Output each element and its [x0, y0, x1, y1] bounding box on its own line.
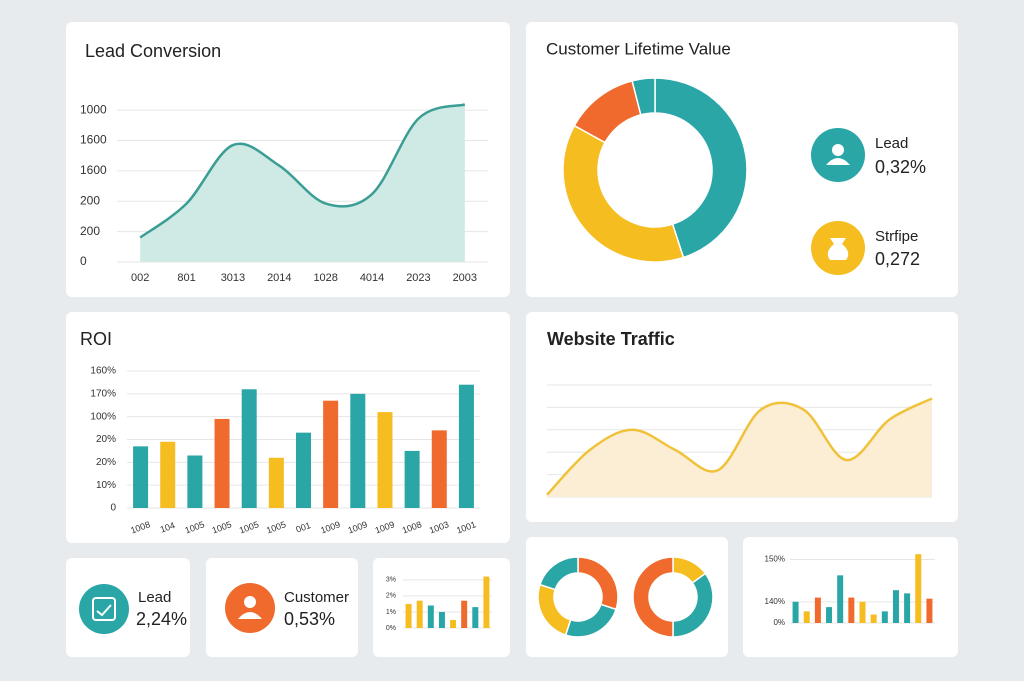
x-tick-label: 104 — [159, 520, 177, 535]
y-tick-label: 170% — [90, 388, 116, 399]
x-tick-label: 801 — [177, 272, 195, 284]
bar — [427, 605, 434, 628]
bar — [881, 611, 888, 623]
kpi-value: 0,272 — [875, 249, 920, 269]
chart-title: Lead Conversion — [85, 41, 221, 61]
x-tick-label: 4014 — [360, 272, 384, 284]
donut-slice — [654, 77, 748, 259]
bar — [848, 597, 855, 623]
y-tick-label: 0% — [386, 625, 396, 632]
x-tick-label: 2003 — [453, 272, 477, 284]
icon-glyph — [832, 144, 844, 156]
kpi-label: Strfipe — [875, 228, 918, 245]
y-tick-label: 1000 — [80, 102, 107, 116]
y-tick-label: 150% — [765, 555, 785, 564]
bar — [438, 611, 445, 628]
bar — [160, 441, 176, 508]
y-tick-label: 0% — [773, 618, 785, 627]
bar — [241, 389, 257, 508]
bar — [214, 418, 230, 508]
bar — [416, 600, 423, 628]
y-tick-label: 0 — [80, 254, 87, 268]
bar — [472, 607, 479, 628]
bar — [323, 400, 339, 508]
bar — [826, 607, 833, 623]
area — [547, 398, 932, 497]
y-tick-label: 3% — [386, 577, 396, 584]
kpi-value: 0,32% — [875, 157, 926, 177]
y-tick-label: 1600 — [80, 163, 107, 177]
bar — [904, 593, 911, 623]
icon-glyph — [238, 612, 262, 619]
bar — [350, 393, 366, 508]
bar — [133, 446, 149, 508]
kpi-value: 0,53% — [284, 609, 335, 629]
y-tick-label: 20% — [96, 457, 116, 468]
y-tick-label: 2% — [386, 593, 396, 600]
bar — [431, 430, 447, 508]
bar — [458, 384, 474, 508]
chart-title: Website Traffic — [547, 329, 675, 349]
panel — [373, 558, 510, 657]
icon-glyph — [826, 158, 850, 165]
bar — [483, 576, 490, 628]
y-tick-label: 1% — [386, 609, 396, 616]
kpi-label: Lead — [875, 135, 908, 152]
line — [546, 397, 933, 496]
area — [140, 104, 465, 262]
bar — [792, 601, 799, 623]
y-tick-label: 10% — [96, 480, 116, 491]
bar — [405, 603, 412, 628]
donut-slice — [562, 124, 685, 263]
icon-glyph — [92, 597, 116, 621]
y-tick-label: 200 — [80, 224, 100, 238]
y-tick-label: 1600 — [80, 133, 107, 147]
bar — [268, 457, 284, 508]
x-tick-label: 3013 — [221, 272, 245, 284]
y-tick-label: 200 — [80, 193, 100, 207]
bar — [461, 600, 468, 628]
icon-glyph — [96, 604, 112, 617]
line — [139, 103, 466, 239]
bar — [187, 455, 203, 508]
bar — [915, 554, 922, 623]
bar — [450, 619, 457, 628]
bar — [296, 432, 311, 508]
panel — [743, 537, 958, 657]
chart-title: Customer Lifetime Value — [546, 39, 731, 58]
kpi-icon — [79, 584, 129, 634]
x-tick-label: 002 — [131, 272, 149, 284]
bar — [870, 614, 877, 623]
bar — [892, 590, 899, 623]
donut-slice — [539, 556, 579, 591]
donut-slice — [632, 556, 674, 638]
kpi-value: 2,24% — [136, 609, 187, 629]
chart-title: ROI — [80, 329, 112, 349]
y-tick-label: 20% — [96, 434, 116, 445]
y-tick-label: 100% — [90, 411, 116, 422]
bar — [377, 412, 393, 508]
x-tick-label: 2023 — [406, 272, 430, 284]
bar — [814, 597, 821, 623]
x-tick-label: 1028 — [313, 272, 337, 284]
bar — [859, 601, 866, 623]
icon-glyph — [827, 238, 849, 260]
kpi-label: Customer — [284, 589, 349, 606]
x-tick-label: 2014 — [267, 272, 291, 284]
icon-glyph — [244, 596, 256, 608]
x-tick-label: 001 — [295, 520, 313, 535]
donut-slice — [631, 77, 656, 116]
y-tick-label: 140% — [765, 597, 785, 606]
bar — [803, 611, 810, 623]
y-tick-label: 160% — [90, 366, 116, 377]
y-tick-label: 0 — [110, 503, 116, 514]
bar — [926, 598, 933, 623]
bar — [837, 575, 844, 623]
bar — [404, 450, 420, 508]
kpi-label: Lead — [138, 589, 171, 606]
